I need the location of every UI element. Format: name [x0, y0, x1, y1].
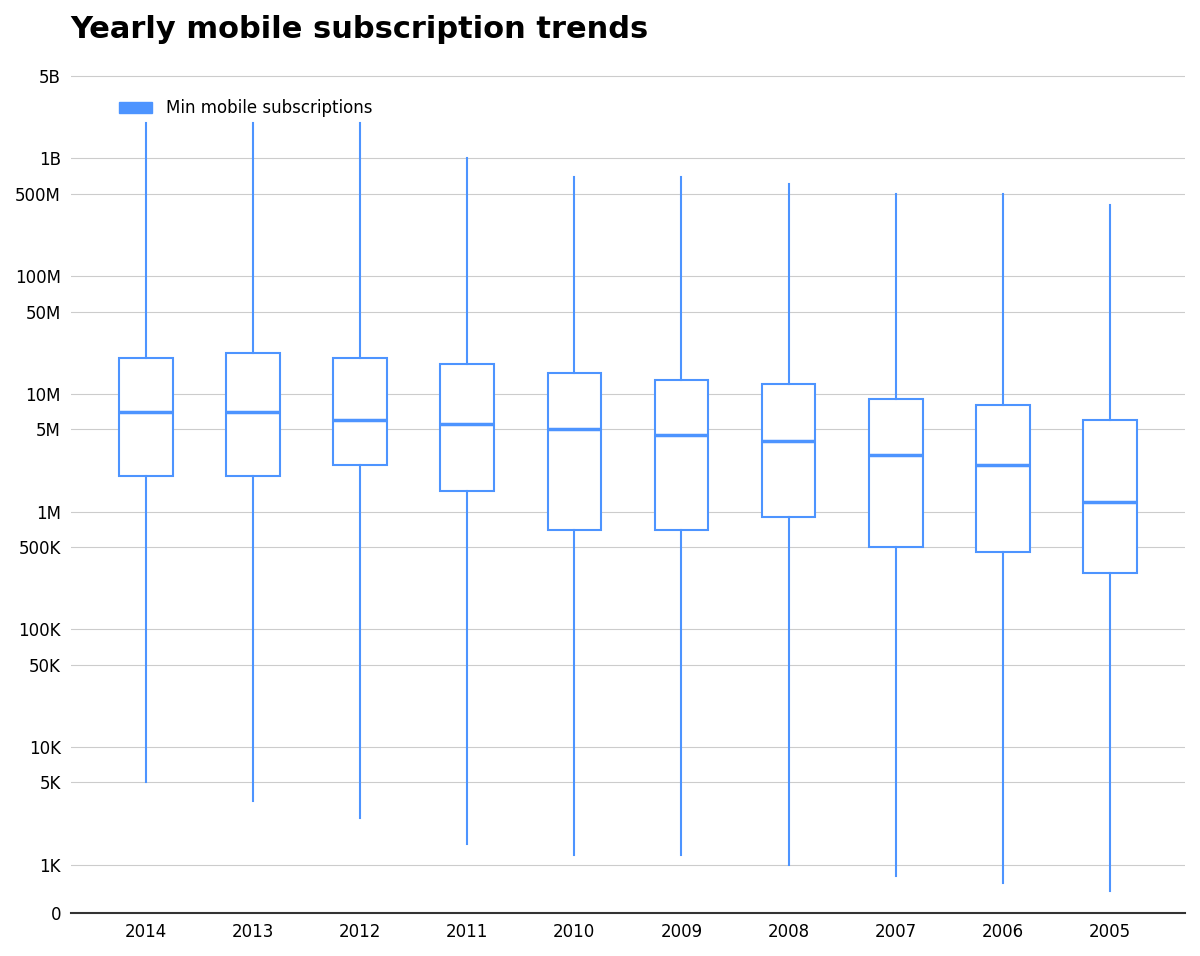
PathPatch shape	[1084, 420, 1136, 573]
PathPatch shape	[655, 380, 708, 530]
PathPatch shape	[119, 358, 173, 476]
PathPatch shape	[762, 384, 815, 517]
Text: Yearly mobile subscription trends: Yearly mobile subscription trends	[71, 15, 649, 44]
PathPatch shape	[334, 358, 386, 465]
PathPatch shape	[440, 363, 494, 490]
PathPatch shape	[547, 373, 601, 530]
PathPatch shape	[976, 405, 1030, 553]
PathPatch shape	[226, 354, 280, 476]
PathPatch shape	[869, 400, 923, 547]
Legend: Min mobile subscriptions: Min mobile subscriptions	[113, 93, 379, 124]
